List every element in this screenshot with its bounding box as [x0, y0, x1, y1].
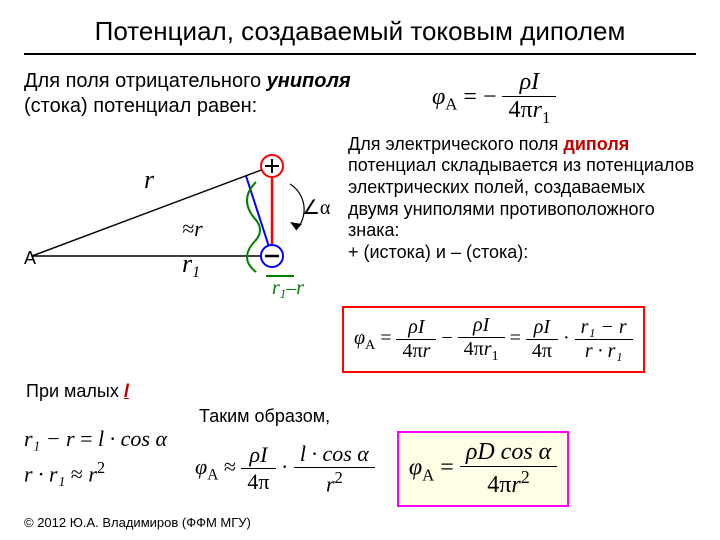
- equation-unipole: φA = − ρI4πr1: [432, 69, 556, 128]
- label-r: r: [144, 165, 155, 194]
- label-r1: r1: [182, 249, 200, 281]
- equation-dipole-sum: φA = ρI4πr − ρI4πr1 = ρI4π · r₁ − rr · r…: [342, 306, 645, 373]
- title-rule: [24, 53, 696, 55]
- equation-approx-2: r · r₁ ≈ r2: [24, 458, 167, 487]
- slide-title: Потенциал, создаваемый токовым диполем: [24, 16, 696, 47]
- small-l-note: При малых l: [26, 381, 696, 402]
- label-angle: ∠α: [302, 197, 331, 219]
- equation-approx-1: r₁ − r = l · cos α: [24, 426, 167, 452]
- label-approx-r: ≈r: [182, 216, 203, 241]
- intro-text: Для поля отрицательного униполя (стока) …: [24, 69, 414, 119]
- dipole-diagram: A r ≈r r1 ∠α r1–r: [24, 134, 334, 304]
- equation-final-approx: φA ≈ ρI4π · l · cos αr2: [195, 441, 375, 497]
- label-A: A: [24, 248, 36, 268]
- label-diff: r1–r: [272, 277, 304, 301]
- dipole-description: Для электрического поля диполя потенциал…: [348, 134, 696, 264]
- thus-label: Таким образом,: [199, 406, 569, 427]
- equation-result-box: φA = ρD cos α4πr2: [397, 431, 569, 507]
- footer-copyright: © 2012 Ю.А. Владимиров (ФФМ МГУ): [24, 515, 251, 530]
